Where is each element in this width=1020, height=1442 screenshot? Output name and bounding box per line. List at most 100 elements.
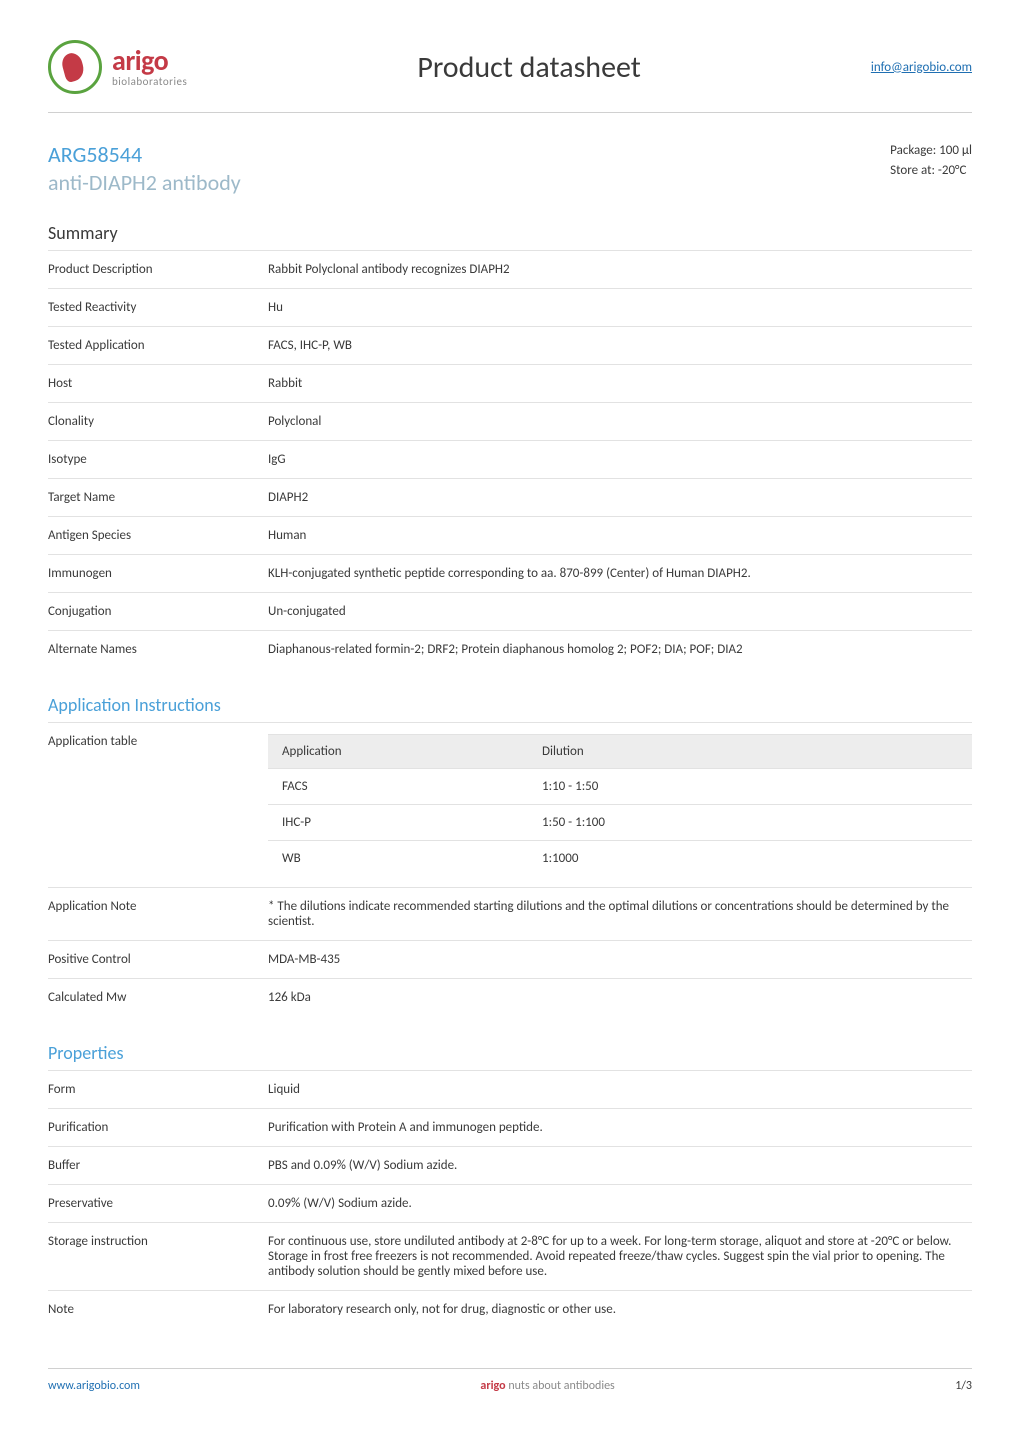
app-name: WB <box>268 840 528 876</box>
summary-key: Target Name <box>48 478 268 516</box>
summary-key: Antigen Species <box>48 516 268 554</box>
summary-val: Hu <box>268 288 972 326</box>
summary-key: Conjugation <box>48 592 268 630</box>
calc-mw-value: 126 kDa <box>268 978 972 1016</box>
summary-key: Product Description <box>48 250 268 288</box>
footer-tag-brand: arigo <box>480 1379 505 1393</box>
summary-key: Tested Reactivity <box>48 288 268 326</box>
summary-val: Un-conjugated <box>268 592 972 630</box>
summary-key: Tested Application <box>48 326 268 364</box>
table-row: Preservative0.09% (W/V) Sodium azide. <box>48 1184 972 1222</box>
logo-text: arigo biolaboratories <box>112 47 187 88</box>
package-value: 100 μl <box>939 143 972 158</box>
app-name: FACS <box>268 768 528 804</box>
summary-val: FACS, IHC-P, WB <box>268 326 972 364</box>
footer-tag-text: nuts about antibodies <box>508 1379 614 1393</box>
prop-val: PBS and 0.09% (W/V) Sodium azide. <box>268 1146 972 1184</box>
product-row: ARG58544 anti-DIAPH2 antibody Package: 1… <box>48 141 972 196</box>
footer-tagline: arigo nuts about antibodies <box>480 1379 614 1393</box>
application-outer-table: Application table Application Dilution F… <box>48 722 972 1016</box>
summary-key: Host <box>48 364 268 402</box>
summary-val: Diaphanous-related formin-2; DRF2; Prote… <box>268 630 972 668</box>
table-row: Positive ControlMDA-MB-435 <box>48 940 972 978</box>
summary-val: IgG <box>268 440 972 478</box>
prop-val: Liquid <box>268 1070 972 1108</box>
table-row: NoteFor laboratory research only, not fo… <box>48 1290 972 1328</box>
properties-table: FormLiquid PurificationPurification with… <box>48 1070 972 1328</box>
prop-key: Purification <box>48 1108 268 1146</box>
table-row: Calculated Mw126 kDa <box>48 978 972 1016</box>
summary-val: KLH-conjugated synthetic peptide corresp… <box>268 554 972 592</box>
summary-key: Clonality <box>48 402 268 440</box>
positive-control-label: Positive Control <box>48 940 268 978</box>
brand-name: arigo <box>112 47 187 75</box>
prop-key: Form <box>48 1070 268 1108</box>
col-dilution: Dilution <box>528 734 972 768</box>
table-row: Product DescriptionRabbit Polyclonal ant… <box>48 250 972 288</box>
application-note-label: Application Note <box>48 887 268 940</box>
table-row: FACS1:10 - 1:50 <box>268 768 972 804</box>
section-application-title: Application Instructions <box>48 694 972 716</box>
application-note-value: * The dilutions indicate recommended sta… <box>268 887 972 940</box>
header: arigo biolaboratories Product datasheet … <box>48 40 972 113</box>
table-row: Target NameDIAPH2 <box>48 478 972 516</box>
app-name: IHC-P <box>268 804 528 840</box>
table-row: ImmunogenKLH-conjugated synthetic peptid… <box>48 554 972 592</box>
summary-table: Product DescriptionRabbit Polyclonal ant… <box>48 250 972 668</box>
store-line: Store at: -20°C <box>890 161 972 181</box>
summary-key: Immunogen <box>48 554 268 592</box>
table-row: Application Note* The dilutions indicate… <box>48 887 972 940</box>
table-row: PurificationPurification with Protein A … <box>48 1108 972 1146</box>
summary-key: Isotype <box>48 440 268 478</box>
col-application: Application <box>268 734 528 768</box>
product-name: anti-DIAPH2 antibody <box>48 169 241 196</box>
table-row: IHC-P1:50 - 1:100 <box>268 804 972 840</box>
summary-val: Polyclonal <box>268 402 972 440</box>
prop-val: 0.09% (W/V) Sodium azide. <box>268 1184 972 1222</box>
prop-key: Note <box>48 1290 268 1328</box>
positive-control-value: MDA-MB-435 <box>268 940 972 978</box>
footer-site-link[interactable]: www.arigobio.com <box>48 1379 140 1393</box>
doc-title: Product datasheet <box>187 49 871 86</box>
summary-val: DIAPH2 <box>268 478 972 516</box>
application-table-cell: Application Dilution FACS1:10 - 1:50 IHC… <box>268 722 972 887</box>
summary-key: Alternate Names <box>48 630 268 668</box>
application-table-label: Application table <box>48 722 268 887</box>
app-dilution: 1:1000 <box>528 840 972 876</box>
prop-key: Storage instruction <box>48 1222 268 1290</box>
section-properties-title: Properties <box>48 1042 972 1064</box>
product-heading: ARG58544 anti-DIAPH2 antibody <box>48 141 241 196</box>
table-row: Application table Application Dilution F… <box>48 722 972 887</box>
logo-mark-icon <box>48 40 102 94</box>
table-row: FormLiquid <box>48 1070 972 1108</box>
app-dilution: 1:50 - 1:100 <box>528 804 972 840</box>
package-info: Package: 100 μl Store at: -20°C <box>890 141 972 180</box>
package-line: Package: 100 μl <box>890 141 972 161</box>
summary-val: Human <box>268 516 972 554</box>
brand-sub: biolaboratories <box>112 75 187 88</box>
section-summary-title: Summary <box>48 222 972 244</box>
table-row: Antigen SpeciesHuman <box>48 516 972 554</box>
info-email-link[interactable]: info@arigobio.com <box>871 60 972 75</box>
logo: arigo biolaboratories <box>48 40 187 94</box>
prop-val: For laboratory research only, not for dr… <box>268 1290 972 1328</box>
table-row: ConjugationUn-conjugated <box>48 592 972 630</box>
table-row: Tested ApplicationFACS, IHC-P, WB <box>48 326 972 364</box>
table-row: WB1:1000 <box>268 840 972 876</box>
footer: www.arigobio.com arigo nuts about antibo… <box>48 1368 972 1393</box>
prop-key: Preservative <box>48 1184 268 1222</box>
page-number: 1/3 <box>955 1379 972 1393</box>
summary-val: Rabbit Polyclonal antibody recognizes DI… <box>268 250 972 288</box>
store-label: Store at: <box>890 163 935 178</box>
table-row: Tested ReactivityHu <box>48 288 972 326</box>
app-dilution: 1:10 - 1:50 <box>528 768 972 804</box>
table-row: ClonalityPolyclonal <box>48 402 972 440</box>
prop-val: Purification with Protein A and immunoge… <box>268 1108 972 1146</box>
prop-key: Buffer <box>48 1146 268 1184</box>
application-inner-table: Application Dilution FACS1:10 - 1:50 IHC… <box>268 734 972 876</box>
table-row: IsotypeIgG <box>48 440 972 478</box>
product-code: ARG58544 <box>48 141 241 169</box>
table-row: Storage instructionFor continuous use, s… <box>48 1222 972 1290</box>
summary-val: Rabbit <box>268 364 972 402</box>
prop-val: For continuous use, store undiluted anti… <box>268 1222 972 1290</box>
